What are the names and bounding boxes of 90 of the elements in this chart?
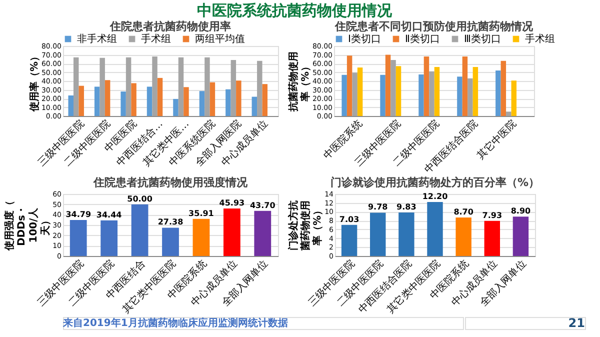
bar [462, 56, 468, 116]
bar [357, 67, 363, 116]
bar [78, 86, 84, 116]
bar [484, 220, 500, 256]
bar [496, 70, 501, 116]
bar [146, 86, 152, 116]
bar [500, 60, 506, 116]
bar [434, 67, 440, 116]
bar [418, 74, 424, 116]
bar [370, 212, 386, 256]
data-label: 50.00 [127, 194, 153, 204]
bar [131, 204, 148, 256]
bar [204, 57, 210, 116]
data-label: 35.91 [188, 208, 214, 218]
bar [390, 60, 396, 116]
data-label: 34.44 [96, 210, 122, 220]
bar [126, 57, 132, 116]
chart-title: 住院患者不同切口预防使用抗菌药物情况 [334, 20, 534, 33]
bar [424, 56, 430, 116]
text: 来自2019年1月抗菌药物临床应用监测网统计数据 [62, 317, 288, 329]
chart-title: 门诊就诊使用抗菌药物处方的百分率（%） [330, 176, 540, 189]
bar [162, 228, 179, 256]
data-label: 34.79 [66, 210, 92, 220]
data-label: 7.93 [482, 210, 502, 220]
bar [396, 66, 402, 116]
bar [152, 56, 158, 116]
y-axis-title: 门诊处方抗菌药物使用率（%） [288, 200, 324, 252]
legend-label: 非手术组 [77, 33, 117, 45]
legend-label: Ⅰ类切口 [348, 33, 381, 45]
y-axis-title: 使用率（%） [28, 51, 40, 113]
bar [173, 98, 178, 116]
legend-label: 两组平均值 [195, 33, 245, 45]
bar [468, 78, 473, 116]
data-label: 8.70 [454, 207, 474, 216]
bar [94, 86, 100, 116]
text: 21 [568, 316, 585, 330]
data-label: 9.78 [368, 202, 388, 212]
bar [236, 80, 242, 116]
bar [226, 89, 231, 116]
bar [192, 218, 210, 256]
bar [68, 95, 74, 116]
bar [427, 202, 443, 256]
bar [210, 82, 216, 116]
bar [341, 224, 358, 256]
bar [184, 87, 189, 116]
bar [178, 57, 184, 116]
bar [511, 80, 517, 116]
data-label: 7.03 [339, 214, 360, 224]
data-label: 8.90 [510, 206, 532, 216]
bar [100, 58, 105, 116]
bar [257, 60, 262, 116]
bar [73, 57, 79, 116]
bar [342, 74, 347, 116]
bar [352, 72, 358, 116]
bar [456, 217, 472, 256]
data-label: 43.70 [250, 200, 276, 210]
bar [230, 60, 236, 116]
chart-title: 住院患者抗菌药物使用率 [109, 20, 231, 33]
y-axis-title: 抗菌药物使用率（%） [287, 52, 312, 112]
bar [120, 92, 126, 116]
bar [506, 112, 512, 116]
bar [252, 96, 258, 116]
bar [457, 76, 462, 116]
bar [512, 216, 529, 256]
bar [223, 208, 240, 256]
bar [346, 56, 352, 116]
bar [70, 220, 87, 256]
bar [104, 80, 110, 116]
bar [380, 74, 386, 116]
text: 中医院系统抗菌药物使用情况 [197, 2, 394, 20]
bar [472, 67, 478, 116]
chart-title: 住院患者抗菌药物使用强度情况 [92, 176, 248, 189]
legend-label: 手术组 [525, 33, 555, 45]
data-label: 45.93 [219, 198, 245, 208]
y-axis-title: 使用强度（DDDs・100/人天） [4, 200, 52, 252]
bar [131, 83, 136, 116]
bar [385, 54, 391, 116]
bar [429, 71, 434, 116]
bar [199, 91, 205, 116]
data-label: 27.38 [158, 218, 184, 227]
data-label: 12.20 [422, 192, 448, 201]
legend-label: Ⅱ类切口 [405, 33, 440, 45]
bar [157, 78, 163, 116]
data-label: 9.83 [396, 202, 416, 212]
bar [398, 212, 414, 256]
legend-label: 手术组 [141, 33, 171, 45]
bar [254, 210, 272, 256]
bar [100, 220, 118, 256]
legend-label: Ⅲ类切口 [464, 33, 501, 45]
bar [262, 84, 268, 116]
